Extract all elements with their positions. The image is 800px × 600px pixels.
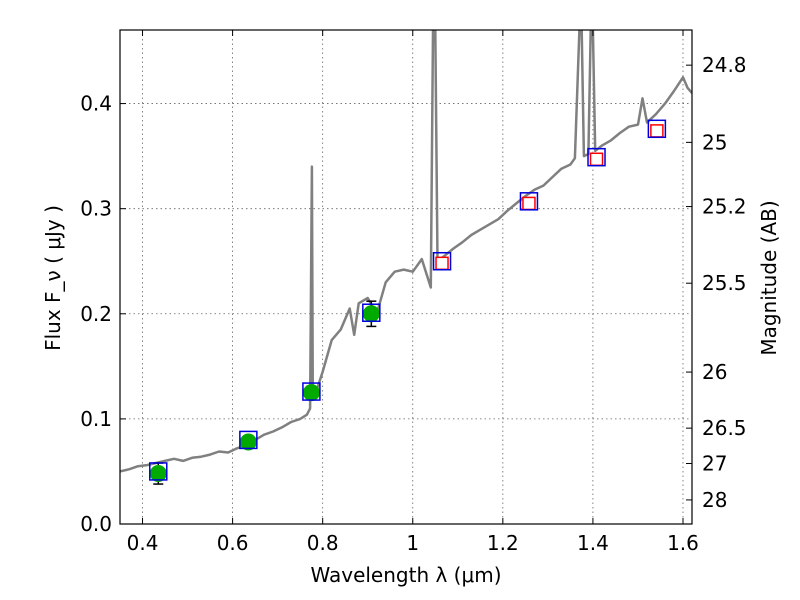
data-point-small-square xyxy=(522,196,536,211)
x-tick-label: 0.4 xyxy=(127,531,159,555)
data-point-open-square xyxy=(239,430,258,450)
data-point-open-square xyxy=(587,147,606,167)
right-tick-label: 25 xyxy=(702,130,727,154)
spectrum xyxy=(120,30,692,473)
x-tick-label: 1.6 xyxy=(667,531,699,555)
x-tick-label: 0.6 xyxy=(217,531,249,555)
data-point-small-square xyxy=(650,124,664,138)
spectrum-line xyxy=(120,30,692,473)
y-axis-label: Flux F_ν ( μJy ) xyxy=(41,205,65,351)
data-point-open-square xyxy=(519,192,539,211)
data-point-open-square xyxy=(647,119,667,139)
axis-ticks: 0.4 0.6 0.8 1 1.2 1.4 1.6 0.0 0.1 0.2 0.3 0.4 24.8 25… xyxy=(80,30,747,555)
photometry-markers xyxy=(149,119,667,485)
plot-frame xyxy=(119,29,693,525)
right-axis-label: Magnitude (AB) xyxy=(757,200,781,355)
grid xyxy=(120,30,692,525)
x-tick-label: 1.4 xyxy=(577,531,609,555)
right-tick-label: 28 xyxy=(702,488,727,512)
right-tick-label: 26 xyxy=(702,360,727,384)
right-tick-label: 26.5 xyxy=(702,416,747,440)
x-tick-label: 1.2 xyxy=(487,531,519,555)
y-tick-label: 0.0 xyxy=(80,512,112,536)
right-tick-label: 27 xyxy=(702,452,727,476)
data-point-circle xyxy=(239,433,257,451)
x-tick-label: 0.8 xyxy=(307,531,339,555)
right-tick-label: 25.5 xyxy=(702,271,747,295)
data-point-open-square xyxy=(432,251,452,271)
data-point-small-square xyxy=(435,256,449,271)
data-point-circle xyxy=(149,465,167,483)
right-tick-label: 24.8 xyxy=(702,53,747,77)
x-axis-label: Wavelength λ (μm) xyxy=(310,563,501,587)
data-point-open-square xyxy=(149,462,168,481)
y-tick-label: 0.3 xyxy=(80,197,112,221)
data-point-open-square xyxy=(362,303,381,322)
data-point-circle xyxy=(362,305,380,323)
y-tick-label: 0.4 xyxy=(80,92,112,116)
right-tick-label: 25.2 xyxy=(702,195,747,219)
y-tick-label: 0.1 xyxy=(80,407,112,431)
data-point-small-square xyxy=(589,152,604,167)
data-point-circle xyxy=(302,384,320,402)
data-point-open-square xyxy=(302,382,321,401)
y-tick-label: 0.2 xyxy=(80,302,112,326)
x-tick-label: 1 xyxy=(406,531,419,555)
